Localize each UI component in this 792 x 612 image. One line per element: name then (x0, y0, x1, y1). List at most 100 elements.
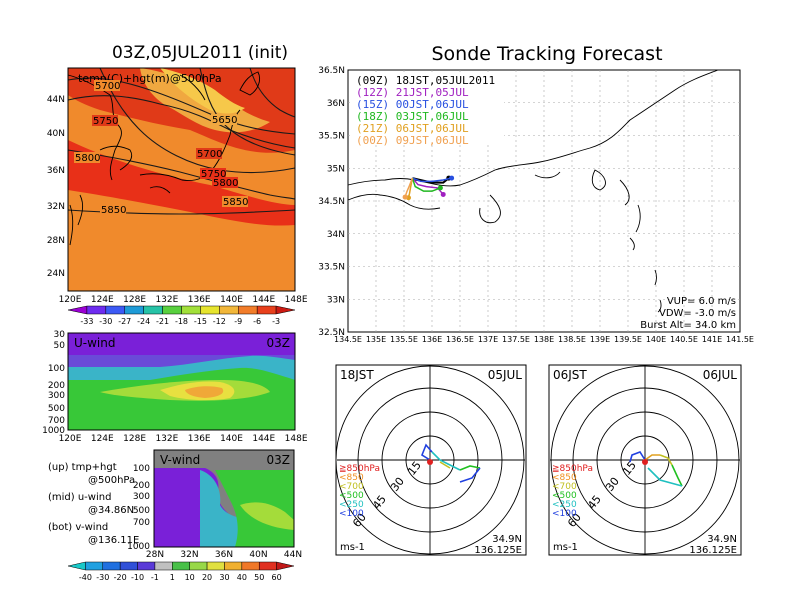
hodograph-right-levels: ≧850hPa <850 <700 <500 <250 <100 (552, 464, 593, 519)
lat-tick-label: 28N (146, 550, 164, 560)
pressure-tick-label: 1000 (42, 426, 65, 436)
lon-tick-label: 138.5E (558, 335, 586, 344)
colorbar-label: -40 (79, 573, 92, 582)
pressure-tick-label: 500 (133, 506, 150, 516)
track-endpoint (440, 191, 446, 197)
colorbar-label: -27 (118, 317, 131, 326)
lon-tick-label: 124E (91, 434, 114, 444)
lon-tick-label: 135.5E (390, 335, 418, 344)
lon-tick-label: 132E (155, 434, 178, 444)
colorbar-label: 30 (219, 573, 229, 582)
map-500hpa: temp(C)+hgt(m)@500hPa 5700 5750 5650 570… (47, 67, 308, 326)
track-legend-item: (00Z) 09JST,06JUL (356, 134, 469, 147)
lon-tick-label: 134.5E (334, 335, 362, 344)
hodograph-left-date: 05JUL (488, 368, 523, 382)
pressure-tick-label: 200 (133, 481, 150, 491)
track-legend-item: (12Z) 21JST,05JUL (356, 86, 469, 99)
lon-tick-label: 139E (590, 335, 610, 344)
colorbar-label: -15 (194, 317, 207, 326)
lon-tick-label: 132E (155, 295, 178, 305)
lon-tick-label: 120E (59, 295, 82, 305)
lat-tick-label: 40N (47, 129, 65, 139)
colorbar-label: -21 (156, 317, 169, 326)
hodograph-left-lat: 34.9N (492, 534, 522, 545)
lat-tick-label: 40N (249, 550, 267, 560)
level-item: <700 (552, 482, 577, 492)
hodograph-left-unit: ms-1 (340, 542, 365, 553)
colorbar-swatch (85, 561, 104, 571)
legend-line: (mid) u-wind (48, 492, 111, 503)
map500-contour-labels: 5700 5750 5650 5700 5800 5750 5800 5850 … (74, 80, 248, 216)
pressure-tick-label: 500 (48, 404, 65, 414)
param-vup: VUP= 6.0 m/s (667, 296, 736, 307)
lat-tick-label: 24N (47, 269, 65, 279)
colorbar-swatch (224, 561, 243, 571)
colorbar-swatch (181, 305, 201, 315)
lon-tick-label: 128E (123, 295, 146, 305)
track-line (411, 177, 441, 192)
lon-tick-label: 140E (220, 295, 243, 305)
track-legend: (09Z) 18JST,05JUL2011 (12Z) 21JST,05JUL … (352, 72, 504, 147)
lon-tick-label: 141E (702, 335, 722, 344)
track-series (402, 175, 455, 201)
colorbar-label: -30 (96, 573, 109, 582)
pressure-tick-label: 700 (133, 518, 150, 528)
pressure-tick-label: 300 (48, 391, 65, 401)
colorbar-swatch (105, 305, 125, 315)
map500-lon-ticks: 120E 124E 128E 132E 136E 140E 144E 148E (59, 295, 308, 305)
lat-tick-label: 36.5N (318, 66, 345, 76)
map500-cold-core (160, 68, 245, 114)
hodograph-right-origin (642, 459, 648, 465)
vwind-label: V-wind (160, 453, 200, 467)
track-legend-item: (21Z) 06JST,06JUL (356, 122, 469, 135)
vwind-colorbar: -40 -30 -20 -10 -1 1 10 20 30 40 50 60 (67, 561, 295, 582)
main-title: Sonde Tracking Forecast (431, 43, 662, 65)
lon-tick-label: 140E (646, 335, 666, 344)
legend-line: (bot) v-wind (48, 522, 108, 533)
lon-tick-label: 140E (220, 434, 243, 444)
level-item: <500 (552, 491, 577, 501)
colorbar-swatch (154, 561, 173, 571)
hodograph-left-ring-labels: 15 30 45 60 (350, 459, 424, 530)
legend-line: @136.11E (88, 535, 139, 546)
colorbar-label: -33 (80, 317, 93, 326)
colorbar-swatch (200, 305, 220, 315)
init-title: 03Z,05JUL2011 (init) (112, 43, 288, 63)
uwind-jet-core (185, 386, 224, 398)
track-line (412, 177, 452, 183)
uwind-lon-ticks: 120E 124E 128E 132E 136E 140E 144E 148E (59, 434, 308, 444)
lon-tick-label: 139.5E (614, 335, 642, 344)
legend-line: @34.86N (88, 505, 134, 516)
track-endpoint (449, 175, 455, 181)
colorbar-swatch (86, 305, 107, 315)
colorbar-label: -1 (151, 573, 159, 582)
panel-legend: (up) tmp+hgt @500hPa (mid) u-wind @34.86… (48, 462, 139, 546)
lon-tick-label: 140.5E (670, 335, 698, 344)
pressure-tick-label: 100 (133, 464, 150, 474)
tracking-map: (09Z) 18JST,05JUL2011 (12Z) 21JST,05JUL … (318, 66, 754, 344)
colorbar-swatch (162, 305, 182, 315)
level-item: <500 (339, 491, 364, 501)
track-legend-bg (352, 72, 504, 144)
vwind-frame (153, 449, 295, 548)
colorbar-swatch (189, 561, 208, 571)
pressure-tick-label: 1000 (127, 542, 150, 552)
param-vdw: VDW= -3.0 m/s (659, 308, 736, 319)
hodograph-right-time: 06JST (553, 368, 587, 382)
hodograph-right-trace (629, 451, 683, 487)
hodograph-left-trace (421, 443, 481, 483)
colorbar-swatch (206, 561, 225, 571)
colorbar-label: -9 (234, 317, 242, 326)
lon-tick-label: 136E (188, 295, 211, 305)
colorbar-label: -3 (272, 317, 280, 326)
hodograph-left-origin (427, 459, 433, 465)
colorbar-swatch (241, 561, 260, 571)
colorbar-label: -10 (131, 573, 144, 582)
lon-tick-label: 144E (252, 295, 275, 305)
hodograph-right-lat: 34.9N (707, 534, 737, 545)
pressure-tick-label: 30 (54, 330, 66, 340)
pressure-tick-label: 300 (133, 492, 150, 502)
contour-label: 5850 (101, 205, 126, 216)
